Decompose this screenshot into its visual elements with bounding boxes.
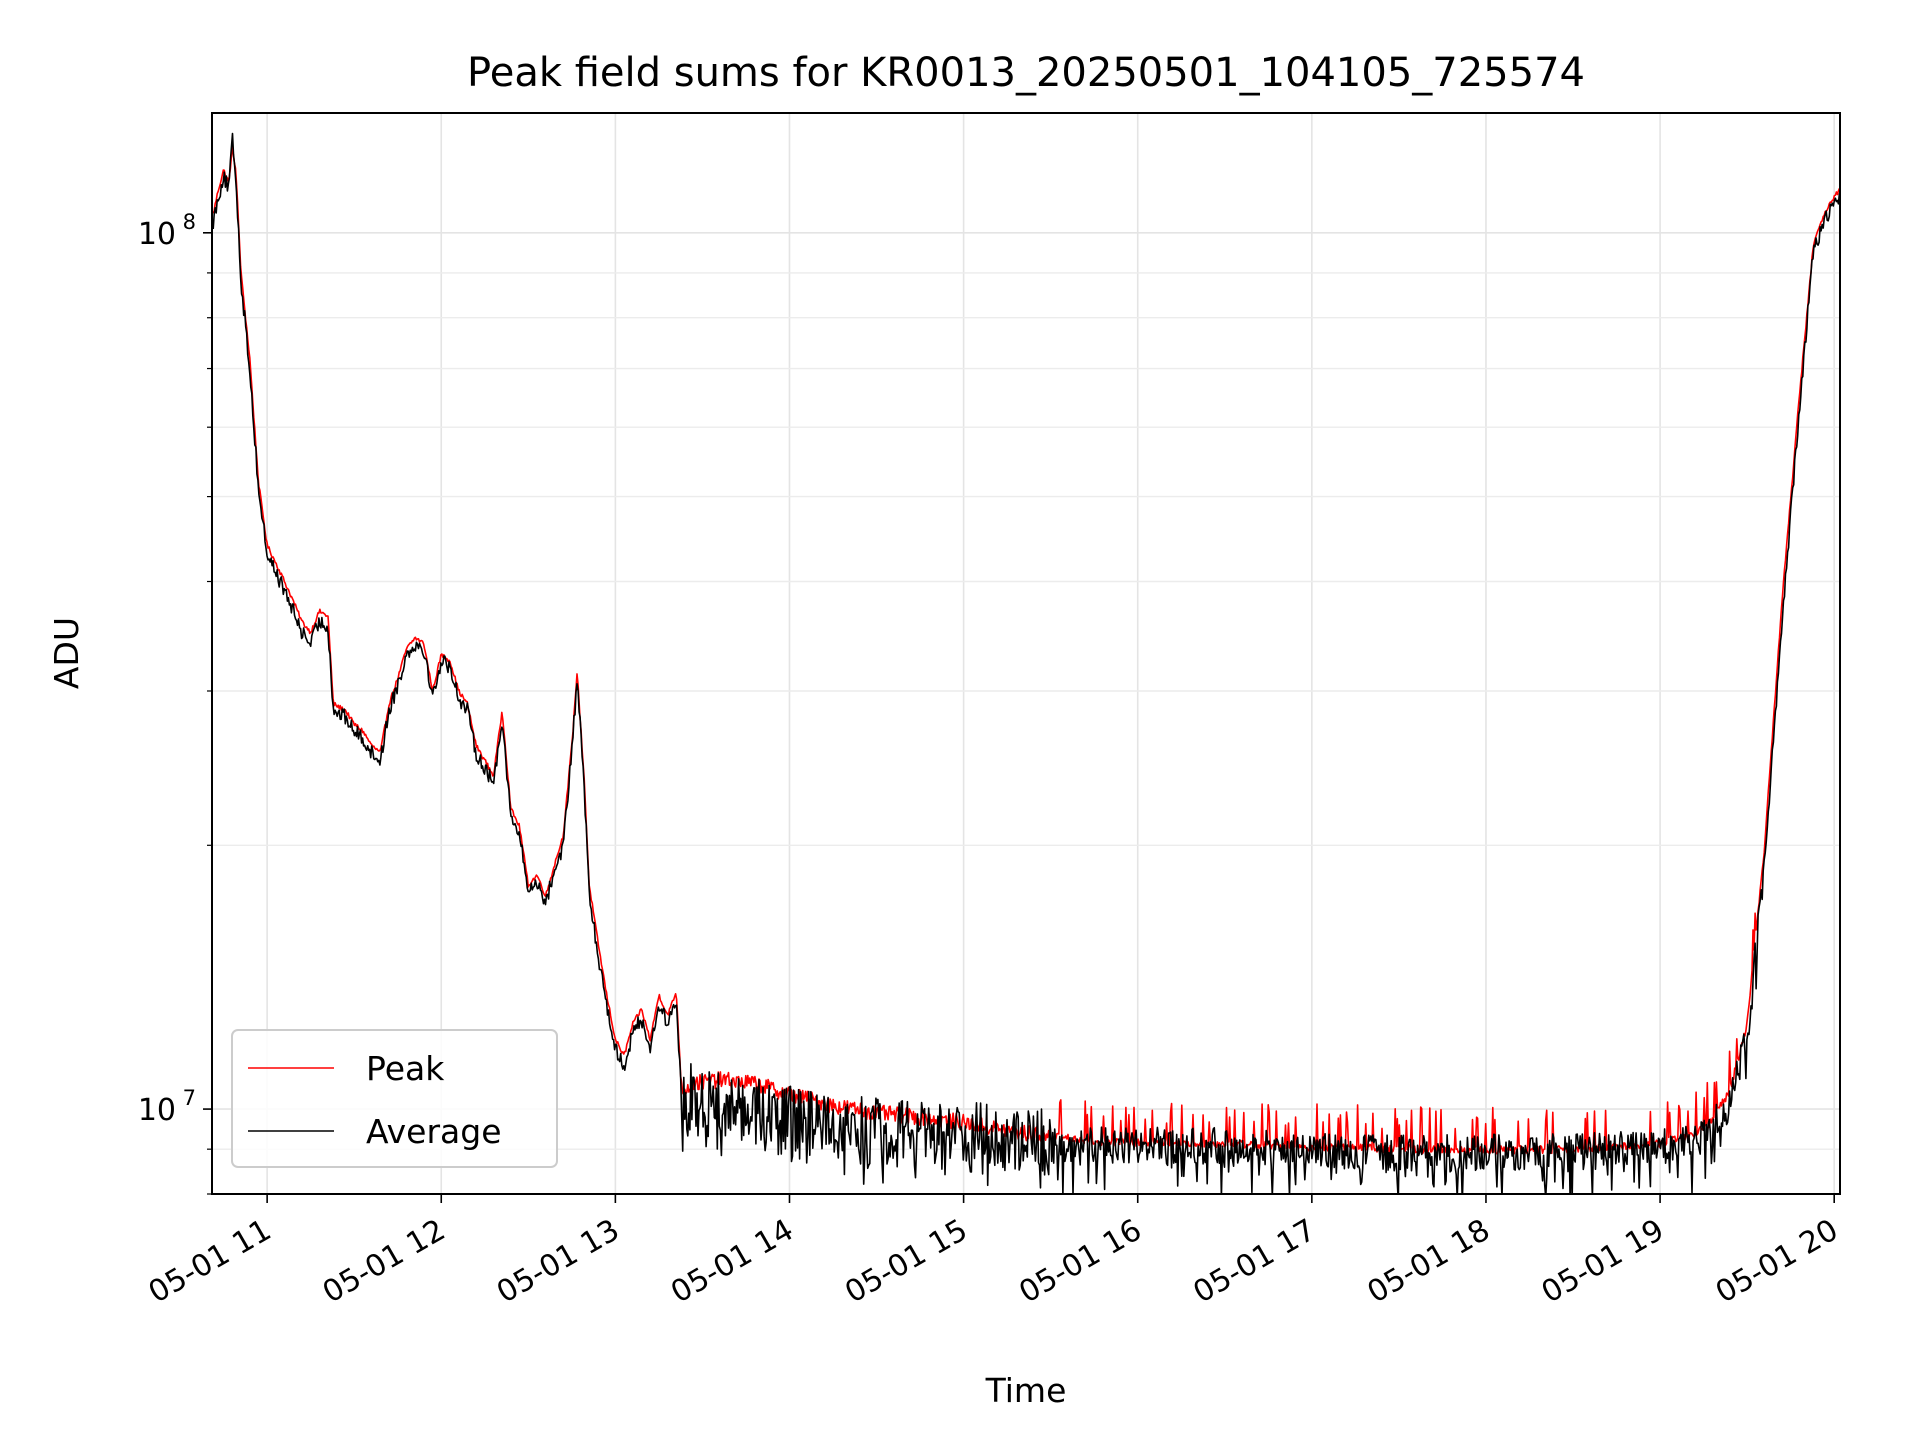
legend-label-peak: Peak bbox=[366, 1049, 445, 1088]
series-layer bbox=[212, 132, 1840, 1194]
y-axis-label: ADU bbox=[47, 617, 86, 689]
legend-label-average: Average bbox=[366, 1112, 502, 1151]
y-tick-exponent: 7 bbox=[183, 1086, 196, 1110]
y-tick-label: 10 bbox=[138, 1093, 176, 1128]
legend-box bbox=[231, 1029, 558, 1168]
y-tick-label: 10 bbox=[138, 217, 176, 252]
x-axis-label: Time bbox=[985, 1371, 1067, 1410]
chart-title: Peak field sums for KR0013_20250501_1041… bbox=[467, 50, 1585, 96]
y-tick-exponent: 8 bbox=[183, 210, 196, 234]
plot-area bbox=[212, 113, 1840, 1194]
series-line-average bbox=[212, 132, 1840, 1194]
plot-frame bbox=[211, 112, 1841, 1195]
legend: Peak Average bbox=[231, 1029, 558, 1168]
